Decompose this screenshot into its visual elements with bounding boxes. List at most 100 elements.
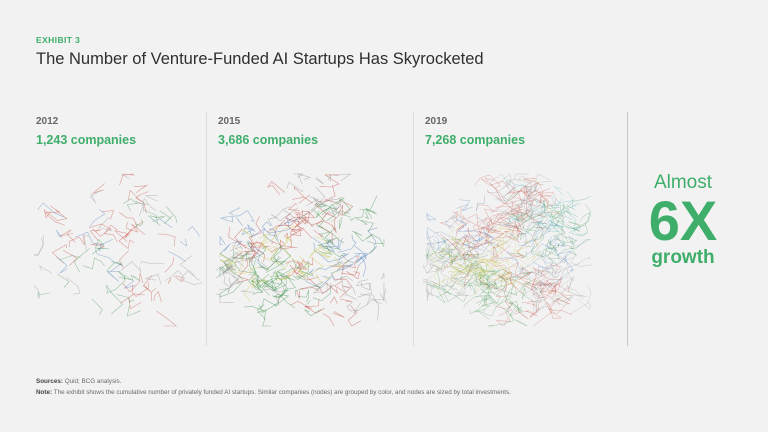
network-edge	[518, 232, 527, 245]
network-edge	[261, 221, 277, 237]
network-edge	[224, 261, 241, 286]
network-edge	[479, 273, 491, 285]
network-edge	[480, 270, 509, 282]
network-edge	[449, 238, 469, 255]
network-edge	[538, 222, 552, 232]
network-edge	[313, 209, 325, 228]
network-edge	[579, 203, 592, 222]
network-edge	[550, 212, 564, 229]
network-edge	[159, 210, 174, 225]
network-edge	[544, 261, 558, 276]
network-edge	[473, 261, 486, 281]
network-edge	[478, 294, 491, 306]
network-edge	[339, 298, 353, 302]
network-edge	[474, 256, 498, 265]
network-edge	[512, 184, 528, 195]
network-edge	[554, 223, 566, 237]
network-edge	[291, 219, 305, 231]
network-edge	[541, 197, 557, 209]
network-edge	[283, 209, 302, 225]
network-edge	[271, 257, 290, 270]
network-edge	[307, 300, 311, 305]
network-edge	[228, 207, 241, 215]
network-edge	[474, 270, 489, 282]
network-edge	[548, 220, 565, 228]
panel-2012: 2012 1,243 companies	[34, 112, 206, 346]
network-edge	[461, 235, 478, 260]
network-edge	[98, 216, 112, 231]
network-edge	[442, 237, 450, 258]
network-edge	[487, 217, 499, 233]
network-edge	[529, 194, 542, 211]
network-edge	[497, 275, 535, 285]
network-edge	[219, 235, 226, 246]
network-edge	[463, 295, 489, 308]
network-edge	[319, 247, 333, 255]
network-edge	[524, 236, 545, 248]
network-edge	[539, 194, 551, 203]
network-edge	[550, 201, 564, 208]
network-edge	[455, 262, 472, 277]
network-edge	[219, 216, 233, 223]
network-edge	[126, 203, 138, 212]
network-edge	[472, 224, 493, 244]
network-edge	[458, 264, 472, 276]
network-edge	[272, 249, 285, 266]
network-edge	[69, 234, 85, 247]
network-edge	[525, 222, 542, 237]
network-edge	[309, 281, 324, 289]
network-edge	[441, 285, 455, 295]
network-edge	[495, 223, 515, 242]
network-edge	[504, 178, 521, 188]
network-edge	[526, 183, 538, 209]
network-edge	[432, 231, 447, 243]
network-edge	[485, 224, 491, 245]
network-edge	[526, 200, 537, 216]
network-edge	[357, 293, 375, 298]
network-edge	[506, 252, 521, 261]
network-edge	[480, 215, 499, 230]
network-edge	[548, 266, 563, 280]
network-edge	[511, 271, 532, 282]
network-edge	[539, 269, 574, 287]
network-edge	[566, 211, 577, 230]
network-edge	[494, 273, 507, 285]
network-edge	[441, 241, 459, 255]
network-edge	[507, 232, 526, 241]
network-edge	[243, 282, 253, 303]
network-edge	[274, 236, 282, 249]
network-edge	[453, 265, 473, 287]
network-edge	[490, 221, 519, 232]
network-edge	[489, 220, 510, 230]
network-edge	[256, 248, 265, 263]
network-edge	[517, 175, 532, 185]
network-edge	[265, 256, 286, 273]
network-edge	[492, 226, 517, 242]
network-edge	[515, 184, 533, 203]
network-edge	[364, 211, 369, 220]
network-edge	[457, 263, 483, 278]
network-edge	[541, 247, 577, 259]
network-edge	[259, 244, 278, 261]
network-edge	[551, 194, 558, 207]
network-edge	[118, 229, 135, 250]
network-edge	[478, 218, 487, 227]
network-edge	[554, 214, 574, 228]
network-edge	[529, 308, 541, 320]
network-edge	[522, 197, 546, 213]
network-edge	[508, 218, 525, 226]
network-edge	[248, 216, 263, 248]
network-edge	[484, 237, 501, 253]
network-edge	[534, 264, 562, 273]
network-edge	[493, 285, 506, 293]
network-edge	[526, 301, 538, 303]
network-edge	[124, 221, 144, 239]
network-edge	[533, 261, 551, 274]
network-edge	[127, 189, 147, 214]
network-edge	[426, 242, 443, 265]
network-edge	[167, 277, 172, 285]
note-label: Note:	[36, 389, 53, 396]
network-edge	[501, 275, 507, 294]
network-edge	[491, 279, 503, 289]
network-edge	[513, 284, 527, 300]
